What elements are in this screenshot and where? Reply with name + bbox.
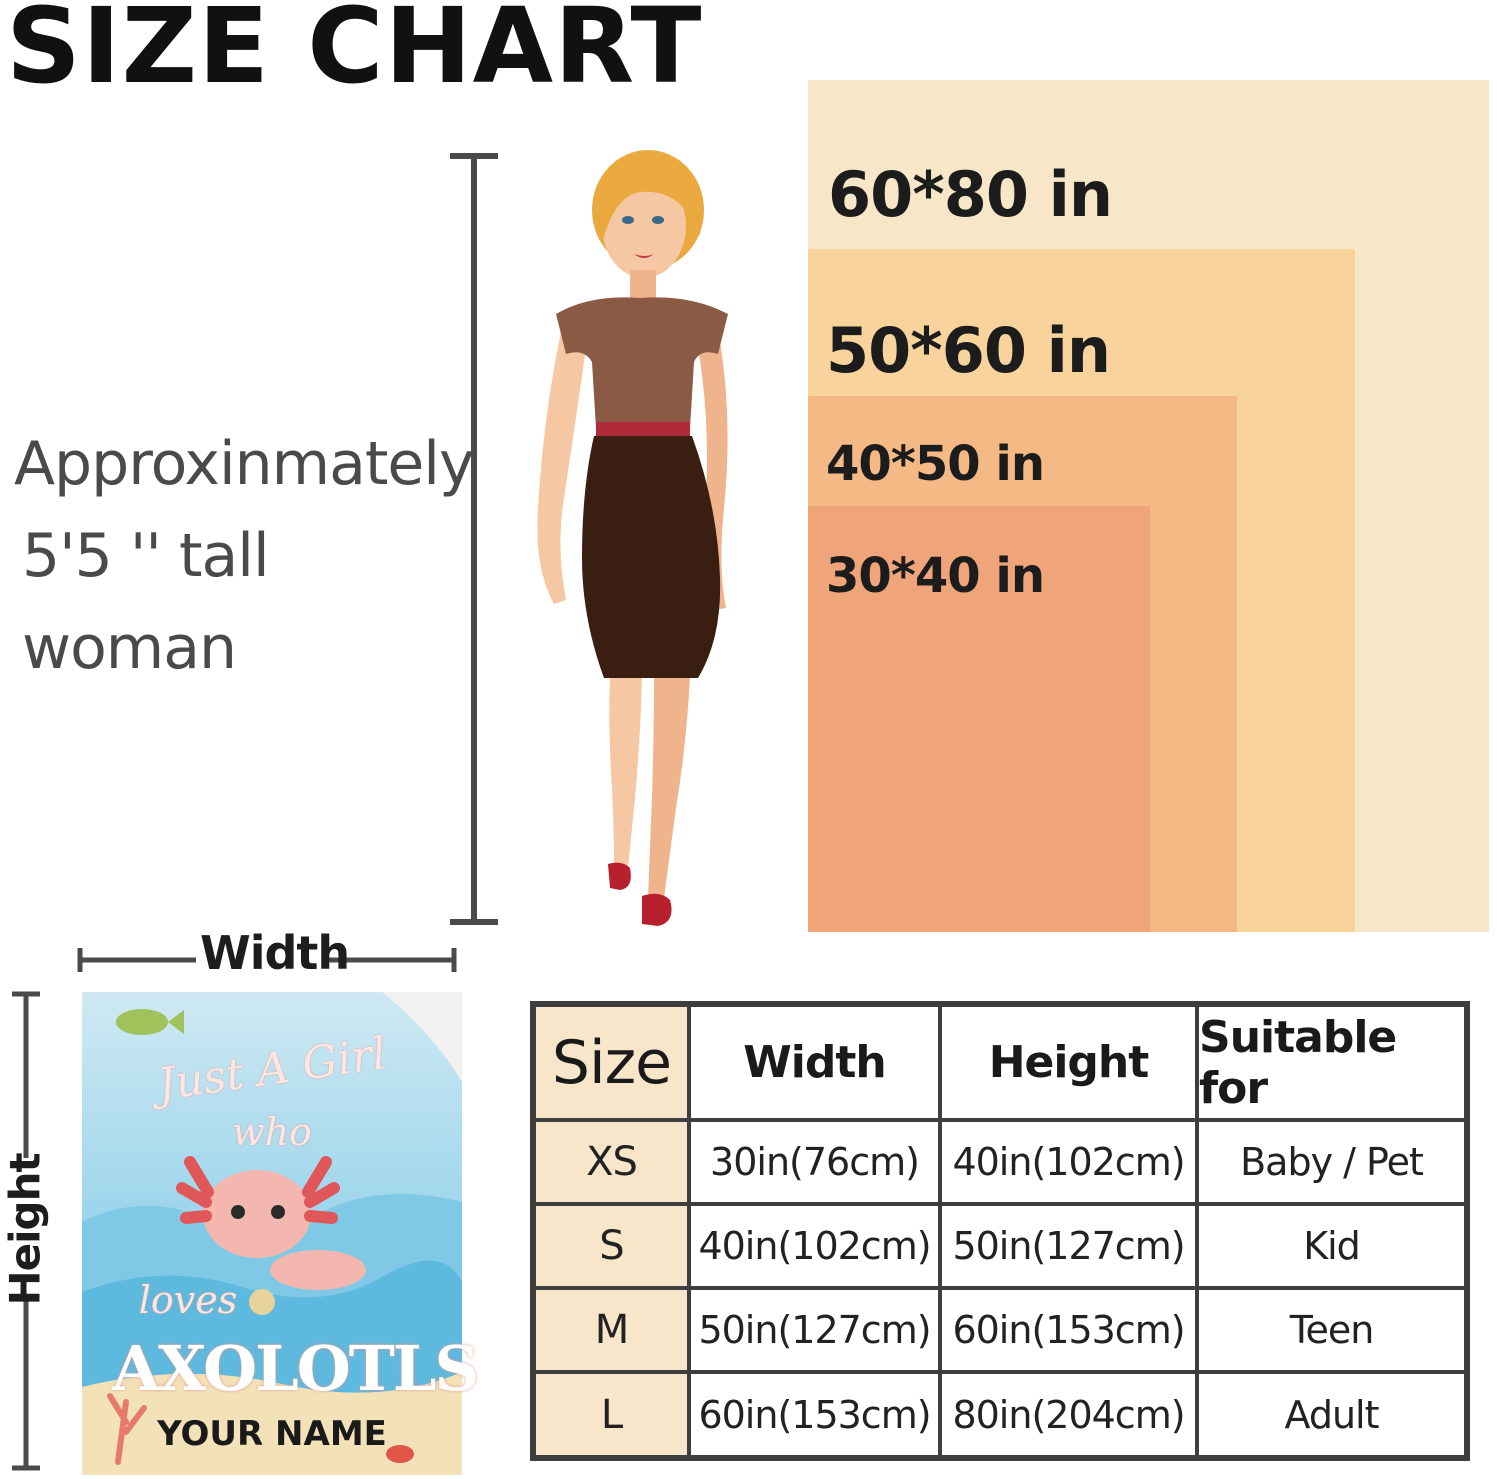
size-label-60x80: 60*80 in (828, 158, 1113, 231)
table-cell-size: S (532, 1202, 691, 1290)
size-label-50x60: 50*60 in (826, 314, 1111, 387)
blanket-text-line4: AXOLOTLS (112, 1332, 479, 1405)
table-cell-size: M (532, 1286, 691, 1374)
table-cell-size: XS (532, 1118, 691, 1206)
blanket-text-line5: YOUR NAME (157, 1414, 387, 1454)
table-header-suitable: Suitable for (1195, 1003, 1468, 1122)
blanket-product-image: Just A Girl who loves AXOLOTLS YOUR NAME (82, 992, 479, 1475)
table-cell-suitable: Teen (1195, 1286, 1468, 1374)
size-table: Size Width Height Suitable for XS 30in(7… (532, 1003, 1468, 1459)
blanket-text-line3: loves (138, 1278, 238, 1322)
height-label: Height (0, 1153, 50, 1306)
table-cell-width: 30in(76cm) (687, 1118, 942, 1206)
table-cell-width: 40in(102cm) (687, 1202, 942, 1290)
table-cell-suitable: Kid (1195, 1202, 1468, 1290)
blanket-text-line2: who (232, 1110, 312, 1154)
height-ruler (450, 153, 498, 925)
size-label-40x50: 40*50 in (826, 436, 1045, 492)
table-header-height: Height (938, 1003, 1199, 1122)
table-cell-height: 50in(127cm) (938, 1202, 1199, 1290)
size-label-30x40: 30*40 in (826, 548, 1045, 604)
table-cell-height: 40in(102cm) (938, 1118, 1199, 1206)
table-cell-width: 60in(153cm) (687, 1370, 942, 1459)
figure-note-line1: Approxinmately (14, 429, 474, 499)
table-cell-height: 80in(204cm) (938, 1370, 1199, 1459)
width-ruler (77, 948, 457, 972)
width-label: Width (200, 926, 350, 980)
table-cell-suitable: Baby / Pet (1195, 1118, 1468, 1206)
figure-note-line2: 5'5 '' tall woman (22, 521, 270, 683)
table-cell-height: 60in(153cm) (938, 1286, 1199, 1374)
table-header-width: Width (687, 1003, 942, 1122)
figure-height-note: Approxinmately 5'5 '' tall woman (14, 418, 474, 694)
blanket-height-ruler (12, 991, 40, 1471)
page-title: SIZE CHART (6, 0, 703, 107)
table-cell-width: 50in(127cm) (687, 1286, 942, 1374)
table-cell-size: L (532, 1370, 691, 1459)
table-cell-suitable: Adult (1195, 1370, 1468, 1459)
table-header-size: Size (532, 1003, 691, 1122)
size-area-30x40 (808, 506, 1150, 932)
woman-figure-icon (537, 150, 728, 926)
